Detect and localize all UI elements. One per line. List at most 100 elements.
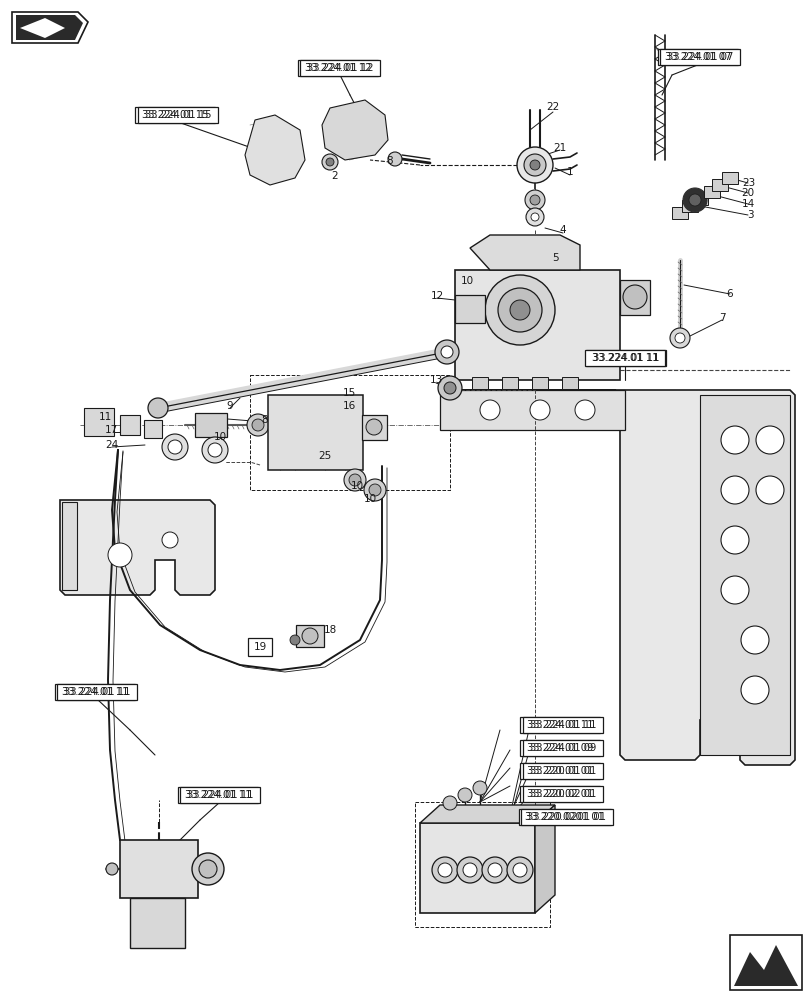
Circle shape bbox=[363, 479, 385, 501]
Bar bbox=[84, 408, 114, 436]
Bar bbox=[120, 415, 139, 435]
Text: 33.224.01 15: 33.224.01 15 bbox=[142, 110, 208, 120]
Circle shape bbox=[526, 208, 543, 226]
Bar bbox=[285, 424, 309, 444]
Text: 10: 10 bbox=[363, 494, 376, 504]
Text: 33.220.0201 01: 33.220.0201 01 bbox=[527, 812, 606, 822]
Circle shape bbox=[202, 437, 228, 463]
Text: 20: 20 bbox=[740, 188, 753, 198]
Circle shape bbox=[388, 152, 401, 166]
Circle shape bbox=[191, 853, 224, 885]
Bar bbox=[180, 787, 260, 803]
Bar bbox=[691, 193, 707, 205]
Circle shape bbox=[479, 400, 500, 420]
Circle shape bbox=[682, 188, 706, 212]
Polygon shape bbox=[322, 100, 388, 160]
Circle shape bbox=[506, 857, 532, 883]
Circle shape bbox=[325, 158, 333, 166]
Circle shape bbox=[290, 635, 299, 645]
Circle shape bbox=[247, 414, 268, 436]
Bar bbox=[520, 786, 599, 802]
Text: 8: 8 bbox=[261, 415, 268, 425]
Circle shape bbox=[108, 543, 132, 567]
Circle shape bbox=[302, 628, 318, 644]
Circle shape bbox=[755, 476, 783, 504]
Circle shape bbox=[720, 526, 748, 554]
Circle shape bbox=[148, 398, 168, 418]
Bar bbox=[247, 638, 272, 656]
Bar bbox=[520, 717, 599, 733]
Circle shape bbox=[251, 419, 264, 431]
Polygon shape bbox=[419, 805, 554, 823]
Text: 33.224.01 11: 33.224.01 11 bbox=[187, 790, 253, 800]
Bar bbox=[454, 270, 620, 380]
Bar bbox=[729, 935, 801, 990]
Circle shape bbox=[484, 275, 554, 345]
Bar bbox=[659, 49, 739, 65]
Text: 10: 10 bbox=[213, 432, 226, 442]
Bar bbox=[586, 350, 665, 366]
Polygon shape bbox=[20, 18, 65, 38]
Circle shape bbox=[435, 340, 458, 364]
Text: 10: 10 bbox=[350, 481, 363, 491]
Polygon shape bbox=[245, 115, 305, 185]
Circle shape bbox=[368, 484, 380, 496]
Circle shape bbox=[106, 863, 118, 875]
Circle shape bbox=[574, 400, 594, 420]
Polygon shape bbox=[16, 15, 83, 40]
Circle shape bbox=[622, 285, 646, 309]
Bar bbox=[519, 809, 610, 825]
Text: 8: 8 bbox=[386, 156, 393, 166]
Bar bbox=[178, 787, 257, 803]
Text: 33.224.01 12: 33.224.01 12 bbox=[307, 63, 373, 73]
Text: 33.224.01 07: 33.224.01 07 bbox=[666, 52, 732, 62]
Text: 33.220.0201 01: 33.220.0201 01 bbox=[525, 812, 603, 822]
Circle shape bbox=[199, 860, 217, 878]
Circle shape bbox=[517, 147, 552, 183]
Text: 33.224.01 11: 33.224.01 11 bbox=[62, 687, 128, 697]
Text: 9: 9 bbox=[226, 401, 233, 411]
Bar bbox=[522, 763, 602, 779]
Bar bbox=[711, 179, 727, 191]
Circle shape bbox=[437, 376, 461, 400]
Circle shape bbox=[443, 796, 457, 810]
Circle shape bbox=[344, 469, 366, 491]
Bar bbox=[522, 740, 602, 756]
Text: 33.224.01 11: 33.224.01 11 bbox=[64, 687, 130, 697]
Bar bbox=[144, 420, 162, 438]
Text: 33.224.01 11: 33.224.01 11 bbox=[592, 353, 659, 363]
Bar bbox=[57, 684, 136, 700]
Text: 3: 3 bbox=[746, 210, 753, 220]
Text: 33.224.01 15: 33.224.01 15 bbox=[144, 110, 211, 120]
Circle shape bbox=[487, 863, 501, 877]
Circle shape bbox=[530, 160, 539, 170]
Text: 11: 11 bbox=[98, 412, 111, 422]
Circle shape bbox=[431, 857, 457, 883]
Bar bbox=[440, 390, 624, 430]
Bar bbox=[520, 763, 599, 779]
Bar bbox=[135, 107, 215, 123]
Circle shape bbox=[525, 190, 544, 210]
Circle shape bbox=[462, 863, 476, 877]
Bar bbox=[520, 740, 599, 756]
Text: 2: 2 bbox=[331, 171, 338, 181]
Circle shape bbox=[440, 346, 453, 358]
Circle shape bbox=[720, 426, 748, 454]
Bar bbox=[298, 60, 377, 76]
Text: 33.224.01 12: 33.224.01 12 bbox=[304, 63, 371, 73]
Bar bbox=[620, 280, 649, 315]
Bar bbox=[585, 350, 664, 366]
Bar bbox=[55, 684, 135, 700]
Circle shape bbox=[740, 676, 768, 704]
Bar bbox=[521, 809, 611, 825]
Text: 33.224.01 11: 33.224.01 11 bbox=[185, 790, 251, 800]
Circle shape bbox=[162, 532, 178, 548]
Bar bbox=[296, 625, 324, 647]
Circle shape bbox=[530, 195, 539, 205]
Bar bbox=[419, 823, 534, 913]
Circle shape bbox=[482, 857, 508, 883]
Text: 16: 16 bbox=[342, 401, 355, 411]
Bar bbox=[672, 207, 687, 219]
Text: 33.224.01 11: 33.224.01 11 bbox=[591, 353, 658, 363]
Circle shape bbox=[457, 788, 471, 802]
